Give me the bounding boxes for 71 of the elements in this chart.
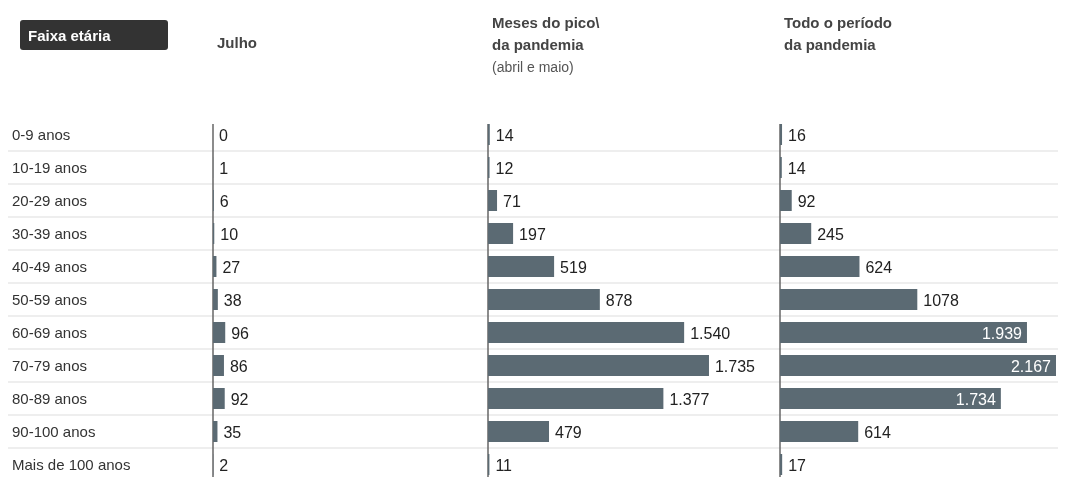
data-label: 12 xyxy=(495,159,514,177)
bar xyxy=(488,256,555,277)
data-label: 1078 xyxy=(923,291,959,309)
data-label: 38 xyxy=(223,291,242,309)
data-label: 2.167 xyxy=(1010,357,1052,375)
data-label: 14 xyxy=(787,159,806,177)
y-tick-label: 30-39 anos xyxy=(12,224,88,242)
data-label: 1.734 xyxy=(955,390,996,408)
data-label: 197 xyxy=(519,225,546,243)
data-label: 14 xyxy=(495,126,514,144)
bar xyxy=(780,355,1056,376)
bar xyxy=(488,190,498,211)
y-tick-label: 60-69 anos xyxy=(12,323,88,341)
bar xyxy=(488,421,550,442)
data-label: 17 xyxy=(788,456,807,474)
bar xyxy=(780,388,1001,409)
y-tick-label: 80-89 anos xyxy=(12,389,88,407)
data-label: 1.377 xyxy=(669,390,710,408)
data-label: 6 xyxy=(219,192,229,210)
y-tick-label: 0-9 anos xyxy=(12,125,71,143)
y-tick-label: 10-19 anos xyxy=(12,158,88,176)
chart-subtitle: (abril e maio) xyxy=(492,59,574,75)
bar xyxy=(213,355,224,376)
data-label: 1 xyxy=(219,159,229,177)
data-label: 479 xyxy=(555,423,582,441)
y-tick-label: 70-79 anos xyxy=(12,356,88,374)
data-label: 519 xyxy=(560,258,587,276)
data-label: 2 xyxy=(219,456,229,474)
bar xyxy=(780,124,783,145)
bar xyxy=(780,289,918,310)
data-label: 624 xyxy=(865,258,893,276)
bar xyxy=(780,421,859,442)
bar xyxy=(488,355,709,376)
data-label: 245 xyxy=(817,225,844,243)
data-label: 96 xyxy=(231,324,250,342)
data-label: 35 xyxy=(223,423,242,441)
bar xyxy=(780,223,812,244)
data-label: 92 xyxy=(230,390,249,408)
y-tick-label: Mais de 100 anos xyxy=(12,455,131,473)
y-axis-title: Faixa etária xyxy=(28,27,112,44)
data-label: 614 xyxy=(864,423,891,441)
data-label: 878 xyxy=(605,291,633,309)
data-label: 86 xyxy=(229,357,248,375)
bar xyxy=(780,190,792,211)
data-label: 0 xyxy=(219,126,228,144)
y-tick-label: 40-49 anos xyxy=(12,257,88,275)
data-label: 16 xyxy=(788,126,806,144)
chart-title: Meses do pico\ da pandemia xyxy=(492,14,601,53)
bar xyxy=(780,454,783,475)
bar xyxy=(488,388,664,409)
data-label: 1.939 xyxy=(981,324,1023,342)
y-tick-label: 50-59 anos xyxy=(12,290,88,308)
data-label: 71 xyxy=(503,192,521,210)
data-label: 92 xyxy=(797,192,816,210)
chart-title: Todo o período da pandemia xyxy=(784,14,893,53)
bar xyxy=(213,322,226,343)
data-label: 11 xyxy=(495,456,513,474)
y-tick-label: 90-100 anos xyxy=(12,422,96,440)
y-tick-label: 20-29 anos xyxy=(12,191,88,209)
bar xyxy=(213,388,225,409)
data-label: 10 xyxy=(220,225,239,243)
data-label: 27 xyxy=(222,258,241,276)
bar xyxy=(780,256,860,277)
bar xyxy=(780,322,1027,343)
bar xyxy=(488,322,685,343)
data-label: 1.540 xyxy=(690,324,731,342)
bar xyxy=(488,223,514,244)
chart-title: Julho xyxy=(217,34,257,51)
bar xyxy=(488,289,600,310)
bar xyxy=(213,289,218,310)
data-label: 1.735 xyxy=(714,357,756,375)
